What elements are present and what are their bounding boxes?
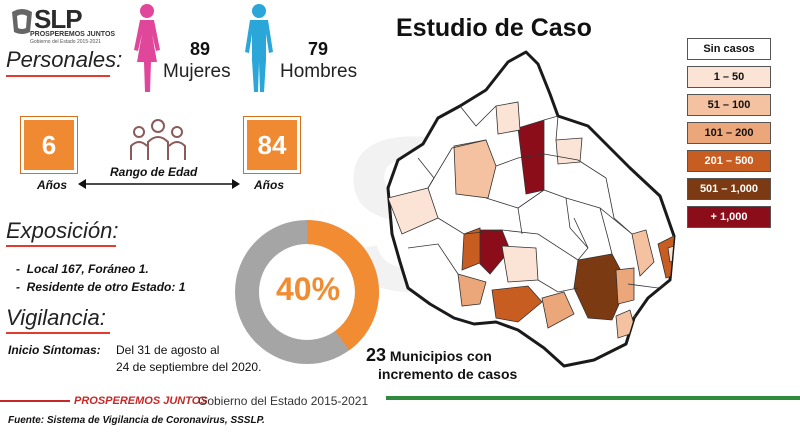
- municipality-region: [541, 291, 575, 329]
- donut-fill: [235, 220, 379, 364]
- min-age-label: Años: [37, 178, 67, 192]
- inicio-sintomas-line2: 24 de septiembre del 2020.: [116, 360, 262, 374]
- legend-item: + 1,000: [687, 206, 771, 228]
- vigilancia-heading: Vigilancia:: [6, 305, 106, 330]
- female-figure-icon: [134, 4, 160, 92]
- men-count: 79: [308, 39, 329, 59]
- footer-source: Fuente: Sistema de Vigilancia de Coronav…: [8, 415, 265, 426]
- percentage-donut: [235, 220, 379, 364]
- women-label: Mujeres: [163, 61, 231, 82]
- legend-item: 501 – 1,000: [687, 178, 771, 200]
- slp-emblem-icon: [12, 9, 32, 34]
- men-label: Hombres: [280, 61, 358, 82]
- age-range-label: Rango de Edad: [110, 165, 198, 179]
- logo-tagline: PROSPEREMOS JUNTOS: [30, 31, 116, 38]
- inicio-sintomas-line1: Del 31 de agosto al: [116, 343, 220, 357]
- personales-underline: [6, 75, 110, 77]
- municipios-text: Municipios con: [389, 348, 492, 364]
- logo-title: SLP: [34, 4, 83, 34]
- inicio-sintomas-label: Inicio Síntomas:: [8, 343, 101, 357]
- municipality-region: [453, 139, 497, 199]
- municipality-region: [501, 245, 539, 283]
- municipality-region: [615, 267, 635, 305]
- donut-percent-label: 40%: [275, 271, 341, 307]
- max-age-label: Años: [254, 178, 284, 192]
- municipality-region: [457, 273, 487, 307]
- slp-municipalities-map: [386, 50, 676, 368]
- max-age-box: 84: [244, 117, 300, 173]
- exposicion-heading: Exposición:: [6, 218, 119, 243]
- footer-green-rule: [386, 396, 800, 400]
- bullet-dash: -: [16, 262, 27, 276]
- footer-brand: PROSPEREMOS JUNTOS: [74, 395, 208, 407]
- exposicion-item: - Residente de otro Estado: 1: [16, 280, 186, 294]
- legend-item: 201 – 500: [687, 150, 771, 172]
- footer-government: Gobierno del Estado 2015-2021: [198, 394, 369, 408]
- legend-item: 51 – 100: [687, 94, 771, 116]
- municipality-region: [631, 229, 655, 277]
- legend-item: 1 – 50: [687, 66, 771, 88]
- legend-item: Sin casos: [687, 38, 771, 60]
- municipality-region: [495, 101, 521, 135]
- group-people-icon: [130, 119, 186, 160]
- municipios-line1: 23 Municipios con: [366, 345, 492, 366]
- municipality-region: [491, 285, 543, 323]
- age-range-arrow-icon: [78, 179, 240, 189]
- exposicion-underline: [6, 245, 116, 247]
- vigilancia-underline: [6, 332, 110, 334]
- logo-government: Gobierno del Estado 2015-2021: [30, 39, 101, 45]
- personales-heading: Personales:: [6, 47, 123, 72]
- bullet-dash: -: [16, 280, 27, 294]
- municipality-region: [667, 243, 674, 263]
- women-count: 89: [190, 39, 211, 59]
- municipios-count: 23: [366, 345, 387, 365]
- exposicion-item: - Local 167, Foráneo 1.: [16, 262, 149, 276]
- municipios-line2: incremento de casos: [378, 366, 518, 382]
- page-title: Estudio de Caso: [396, 14, 592, 42]
- footer-red-rule: [0, 400, 70, 402]
- min-age-box: 6: [21, 117, 77, 173]
- male-figure-icon: [245, 4, 273, 92]
- legend-item: 101 – 200: [687, 122, 771, 144]
- municipality-region: [635, 331, 669, 361]
- slp-logo: [8, 4, 108, 48]
